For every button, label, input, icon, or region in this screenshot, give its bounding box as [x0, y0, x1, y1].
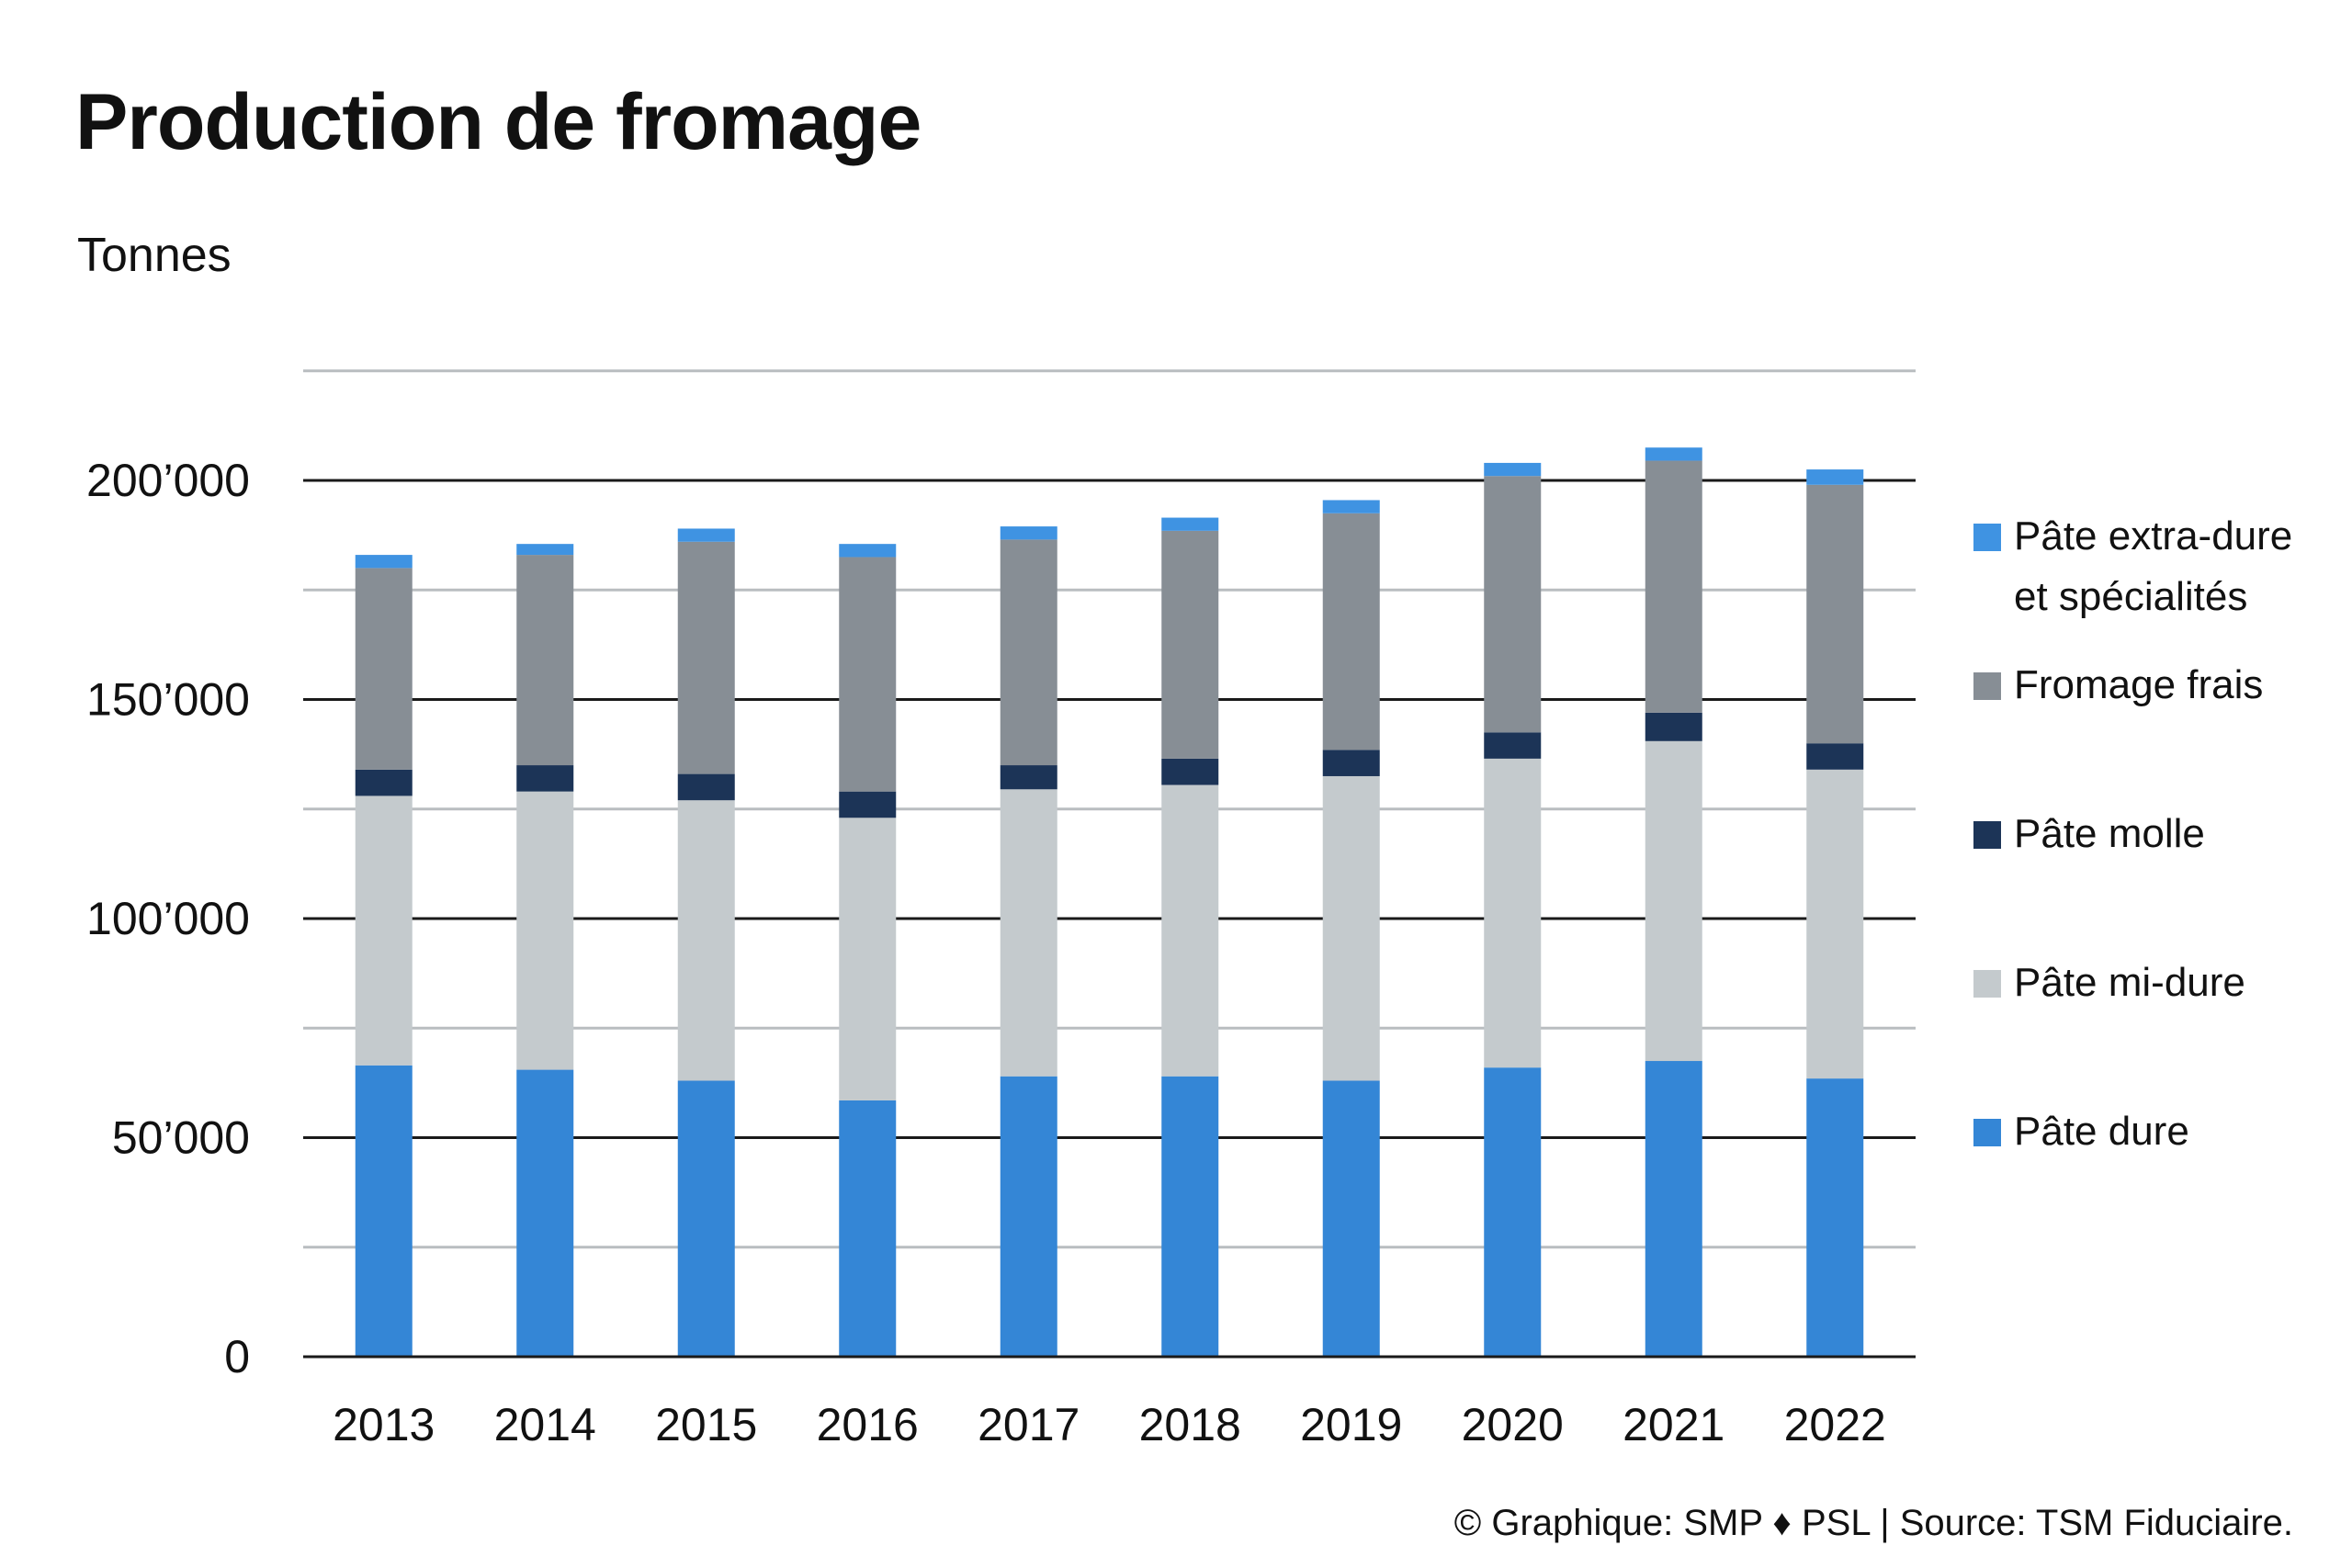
- bar-segment-p-te-extra-dure-et-sp-cialit-s-2017: [1000, 526, 1057, 540]
- legend-swatch: [1973, 672, 2001, 700]
- bar-segment-p-te-molle-2015: [677, 773, 735, 801]
- bar-segment-p-te-molle-2016: [839, 791, 897, 818]
- x-tick-label: 2013: [333, 1399, 435, 1450]
- bar-segment-p-te-molle-2022: [1806, 743, 1864, 770]
- legend-label: Pâte mi-dure: [2014, 960, 2245, 1005]
- bar-segment-p-te-dure-2018: [1161, 1076, 1219, 1357]
- y-tick-label: 100’000: [86, 893, 250, 944]
- bar-segment-fromage-frais-2013: [355, 568, 413, 770]
- legend-label: Fromage frais: [2014, 662, 2263, 707]
- bar-segment-fromage-frais-2019: [1322, 513, 1380, 750]
- bar-segment-p-te-mi-dure-2015: [677, 800, 735, 1081]
- bar-segment-fromage-frais-2016: [839, 557, 897, 792]
- bar-segment-p-te-molle-2019: [1322, 750, 1380, 776]
- bar-segment-p-te-dure-2015: [677, 1080, 735, 1357]
- bar-segment-p-te-mi-dure-2013: [355, 795, 413, 1066]
- y-tick-label: 0: [224, 1331, 250, 1382]
- bar-segment-p-te-molle-2013: [355, 769, 413, 796]
- legend-label: et spécialités: [2014, 574, 2247, 619]
- bar-segment-fromage-frais-2022: [1806, 484, 1864, 744]
- unit-label: Tonnes: [77, 229, 232, 282]
- x-tick-label: 2018: [1139, 1399, 1241, 1450]
- bar-segment-p-te-dure-2019: [1322, 1080, 1380, 1357]
- bar-segment-p-te-extra-dure-et-sp-cialit-s-2016: [839, 544, 897, 558]
- bar-segment-fromage-frais-2017: [1000, 539, 1057, 766]
- x-tick-label: 2017: [978, 1399, 1080, 1450]
- bar-segment-fromage-frais-2015: [677, 541, 735, 774]
- bar-segment-p-te-molle-2020: [1484, 732, 1542, 759]
- x-tick-label: 2015: [655, 1399, 757, 1450]
- x-tick-label: 2016: [817, 1399, 919, 1450]
- bar-segment-p-te-extra-dure-et-sp-cialit-s-2022: [1806, 469, 1864, 485]
- bar-segment-p-te-dure-2017: [1000, 1076, 1057, 1357]
- source-credit: © Graphique: SMP ♦ PSL | Source: TSM Fid…: [1453, 1503, 2293, 1543]
- bar-segment-p-te-mi-dure-2017: [1000, 789, 1057, 1077]
- bar-segment-p-te-extra-dure-et-sp-cialit-s-2015: [677, 528, 735, 542]
- legend-label: Pâte dure: [2014, 1109, 2189, 1154]
- bar-segment-p-te-extra-dure-et-sp-cialit-s-2018: [1161, 517, 1219, 531]
- bar-segment-p-te-mi-dure-2019: [1322, 775, 1380, 1081]
- bar-segment-fromage-frais-2014: [516, 555, 574, 766]
- x-tick-label: 2020: [1462, 1399, 1564, 1450]
- bar-segment-p-te-mi-dure-2018: [1161, 784, 1219, 1077]
- legend-swatch: [1973, 970, 2001, 998]
- bar-segment-p-te-extra-dure-et-sp-cialit-s-2021: [1645, 447, 1702, 461]
- legend-label: Pâte molle: [2014, 811, 2205, 856]
- bar-segment-fromage-frais-2021: [1645, 460, 1702, 713]
- bar-segment-p-te-extra-dure-et-sp-cialit-s-2014: [516, 544, 574, 556]
- bar-segment-p-te-dure-2022: [1806, 1078, 1864, 1357]
- bar-segment-fromage-frais-2018: [1161, 530, 1219, 759]
- bar-segment-p-te-mi-dure-2014: [516, 791, 574, 1070]
- y-tick-label: 200’000: [86, 455, 250, 506]
- x-tick-label: 2022: [1784, 1399, 1886, 1450]
- legend-swatch: [1973, 821, 2001, 849]
- bar-segment-p-te-mi-dure-2020: [1484, 758, 1542, 1068]
- legend-swatch: [1973, 524, 2001, 551]
- bar-segment-p-te-dure-2020: [1484, 1067, 1542, 1357]
- bar-segment-p-te-extra-dure-et-sp-cialit-s-2020: [1484, 462, 1542, 477]
- x-tick-label: 2019: [1300, 1399, 1402, 1450]
- x-tick-label: 2021: [1623, 1399, 1724, 1450]
- bar-segment-p-te-mi-dure-2016: [839, 818, 897, 1100]
- bar-segment-p-te-dure-2021: [1645, 1061, 1702, 1357]
- bar-segment-p-te-molle-2021: [1645, 712, 1702, 741]
- x-tick-label: 2014: [494, 1399, 596, 1450]
- bar-segment-p-te-extra-dure-et-sp-cialit-s-2019: [1322, 500, 1380, 513]
- bar-segment-p-te-mi-dure-2022: [1806, 769, 1864, 1079]
- y-tick-label: 150’000: [86, 674, 250, 726]
- bar-segment-p-te-molle-2017: [1000, 765, 1057, 790]
- y-tick-label: 50’000: [112, 1112, 250, 1164]
- bar-segment-p-te-dure-2013: [355, 1065, 413, 1357]
- legend-label: Pâte extra-dure: [2014, 513, 2292, 558]
- bar-segment-p-te-molle-2018: [1161, 758, 1219, 785]
- bar-segment-p-te-extra-dure-et-sp-cialit-s-2013: [355, 555, 413, 569]
- bar-segment-fromage-frais-2020: [1484, 476, 1542, 733]
- bar-segment-p-te-dure-2014: [516, 1069, 574, 1357]
- bar-segment-p-te-mi-dure-2021: [1645, 740, 1702, 1062]
- chart-title: Production de fromage: [75, 78, 922, 166]
- bar-segment-p-te-dure-2016: [839, 1100, 897, 1357]
- legend-swatch: [1973, 1119, 2001, 1146]
- bar-segment-p-te-molle-2014: [516, 765, 574, 792]
